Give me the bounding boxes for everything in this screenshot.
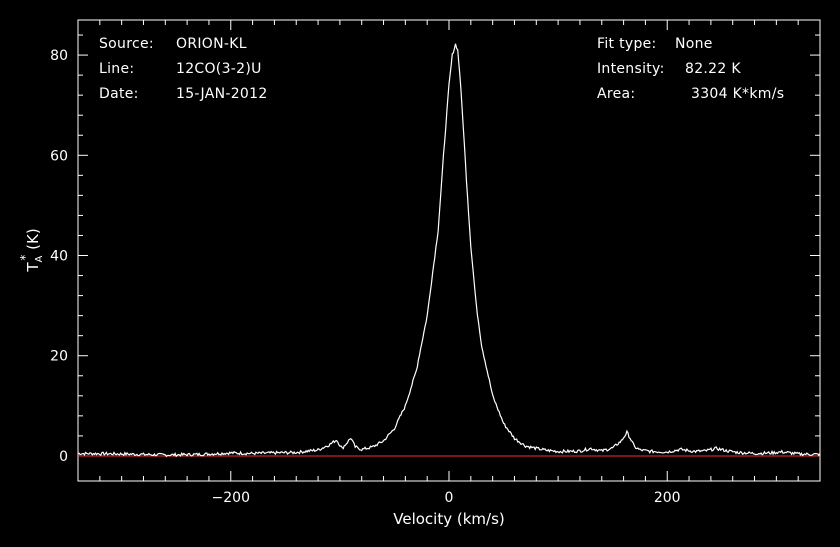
- info-line-value: 12CO(3-2)U: [176, 61, 262, 77]
- spectrum-trace: [77, 43, 821, 458]
- y-axis-label: TA* (K): [18, 228, 45, 272]
- info-intensity-key: Intensity:: [597, 61, 665, 77]
- x-tick-label: −200: [212, 490, 250, 506]
- info-date-key: Date:: [99, 86, 139, 102]
- y-axis-label-sub: A: [34, 255, 45, 262]
- y-axis-label-main: T: [24, 262, 42, 273]
- info-intensity-value: 82.22 K: [685, 61, 741, 77]
- axis-ticks: [77, 20, 821, 481]
- y-tick-label: 60: [50, 148, 68, 164]
- info-area-key: Area:: [597, 86, 636, 102]
- x-tick-label: 0: [445, 490, 454, 506]
- info-source-value: ORION-KL: [176, 36, 247, 52]
- y-tick-label: 20: [50, 349, 68, 365]
- y-tick-label: 80: [50, 48, 68, 64]
- axis-tick-labels: −200 0 200 0 20 40 60 80: [50, 48, 680, 506]
- info-area-value: 3304 K*km/s: [691, 86, 785, 102]
- y-axis-label-unit: (K): [24, 228, 42, 254]
- y-axis-label-sup: *: [18, 255, 32, 261]
- y-tick-label: 0: [59, 449, 68, 465]
- info-fit-type-key: Fit type:: [597, 36, 657, 52]
- info-line-key: Line:: [99, 61, 135, 77]
- y-tick-label: 40: [50, 249, 68, 265]
- x-axis-label: Velocity (km/s): [393, 510, 504, 528]
- info-date-value: 15-JAN-2012: [176, 86, 268, 102]
- info-source-key: Source:: [99, 36, 154, 52]
- x-tick-label: 200: [654, 490, 681, 506]
- info-fit-type-value: None: [675, 36, 713, 52]
